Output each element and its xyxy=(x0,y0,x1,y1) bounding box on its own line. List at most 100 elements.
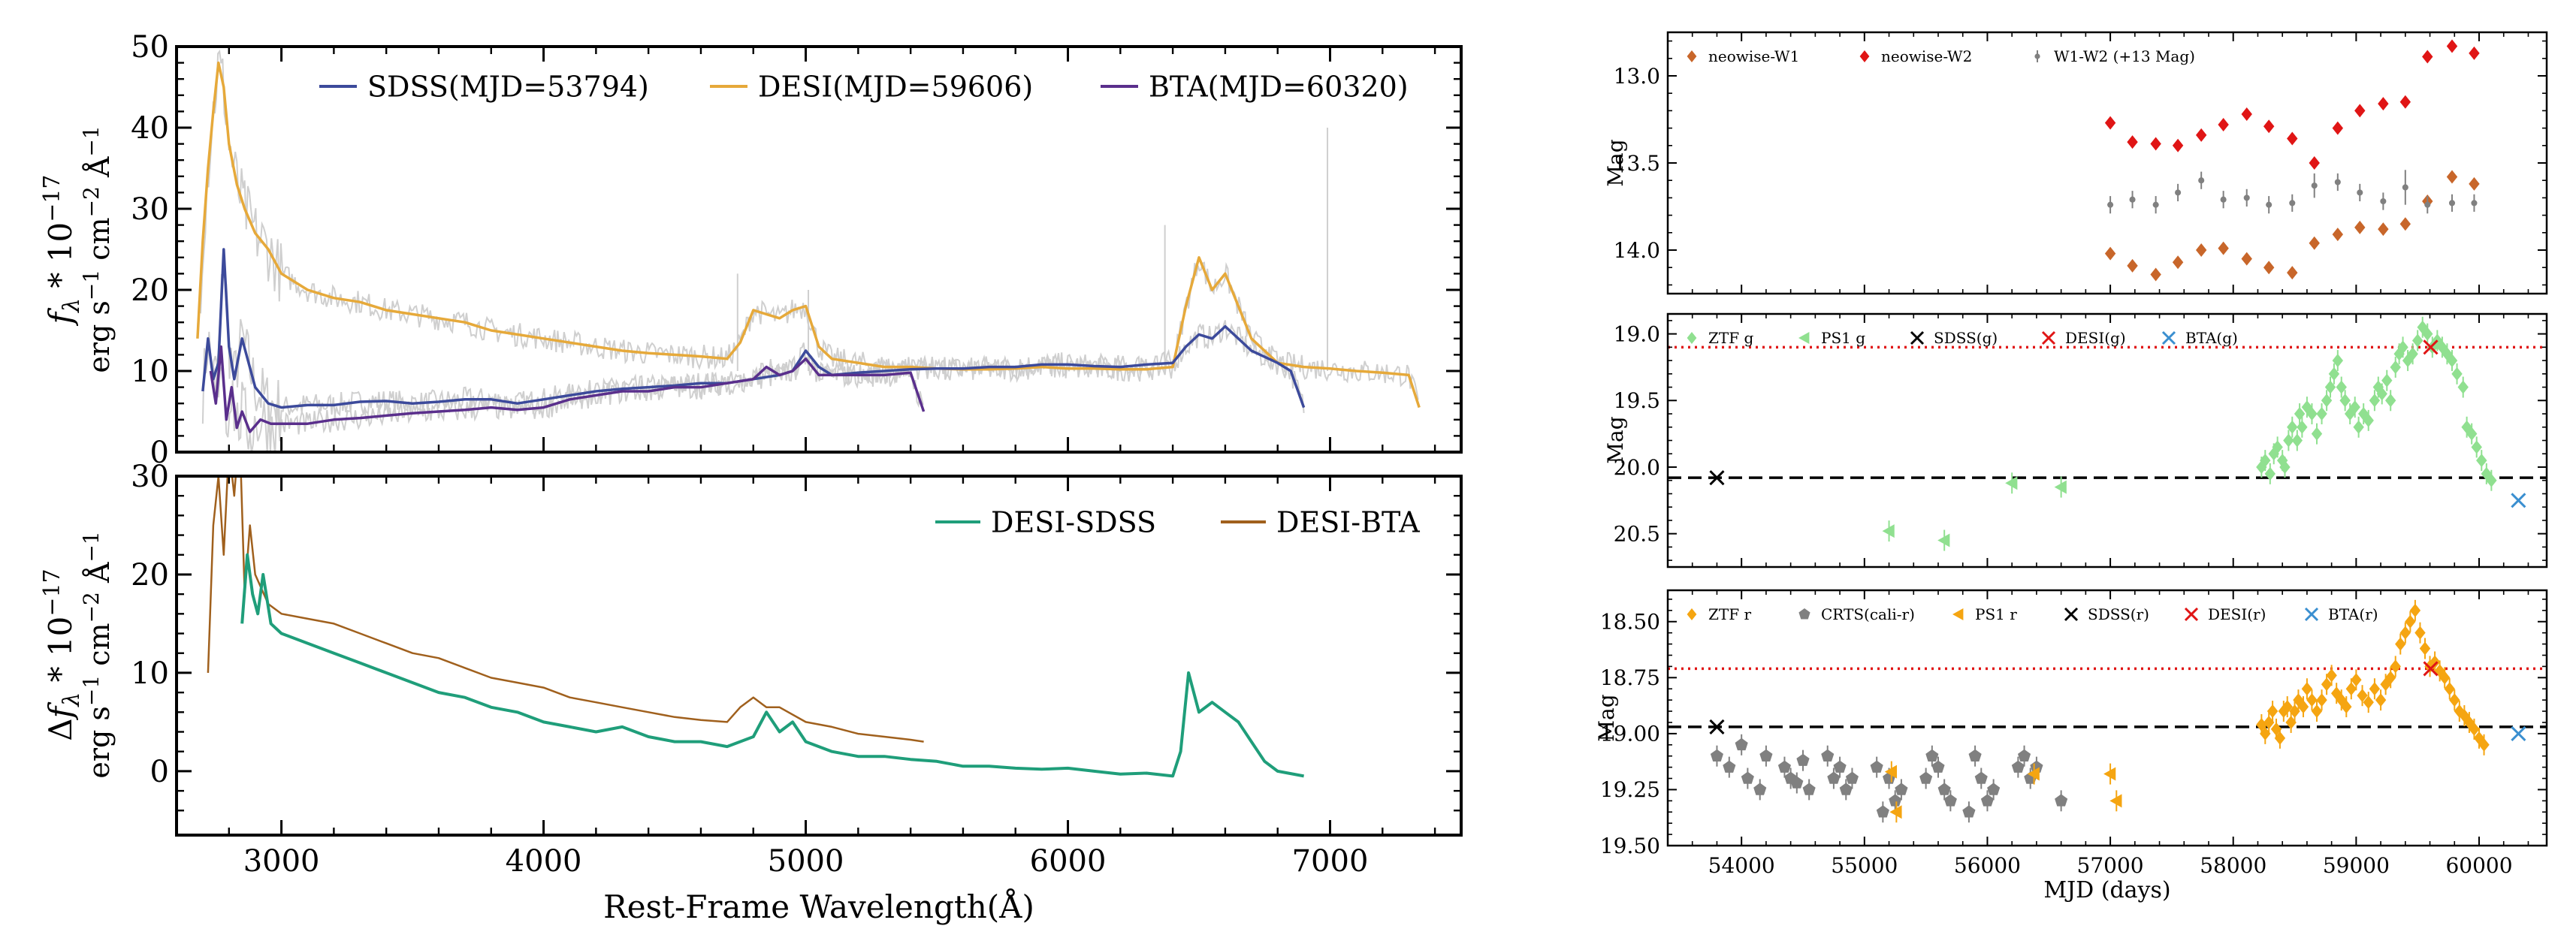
point-neowise-W2 xyxy=(2172,138,2184,152)
legend-label-0: neowise-W1 xyxy=(1708,47,1799,65)
x-tick-label: 58000 xyxy=(2200,853,2266,878)
point-neowise-W1 xyxy=(2150,267,2161,282)
point-W1-W2---13-Mag- xyxy=(2152,201,2159,208)
legend-desi-sdss-label: DESI-SDSS xyxy=(991,505,1156,538)
point-SDSS-r- xyxy=(1709,719,1725,734)
legend-marker-4 xyxy=(2184,607,2199,622)
point-neowise-W1 xyxy=(2287,266,2298,280)
point-ZTF-r xyxy=(2270,722,2282,736)
point-neowise-W2 xyxy=(2104,116,2116,130)
point-ZTF-g xyxy=(2349,400,2360,415)
g-band-legend: ZTF g PS1 g SDSS(g) DESI(g) BTA(g) xyxy=(1687,329,2238,347)
legend-label-1: PS1 g xyxy=(1821,329,1865,347)
point-ZTF-r xyxy=(2414,626,2426,640)
point-ZTF-g xyxy=(2316,407,2327,421)
point-PS1-g xyxy=(2005,476,2018,490)
point-CRTS-cali-r- xyxy=(1790,776,1804,789)
point-ZTF-r xyxy=(2289,704,2300,719)
difference-frame xyxy=(175,475,1463,837)
point-ZTF-g xyxy=(2291,433,2303,448)
spectra-ticks: 0 10 20 30 40 50 xyxy=(131,30,1461,470)
point-ZTF-g xyxy=(2321,394,2333,408)
point-ZTF-r xyxy=(2439,671,2451,685)
point-ZTF-r xyxy=(2285,715,2297,729)
spectra-plot-area xyxy=(196,49,1421,452)
point-ZTF-r xyxy=(2297,700,2309,714)
point-ZTF-g xyxy=(2411,333,2423,348)
point-W1-W2---13-Mag- xyxy=(2198,177,2205,184)
wise-ylabel: Mag xyxy=(1603,139,1628,186)
point-ZTF-r xyxy=(2395,637,2406,651)
point-CRTS-cali-r- xyxy=(1937,783,1951,795)
x-tick-label: 54000 xyxy=(1708,853,1775,878)
point-ZTF-g xyxy=(2306,407,2318,421)
point-CRTS-cali-r- xyxy=(1968,749,1982,762)
point-W1-W2---13-Mag- xyxy=(2129,196,2136,203)
point-neowise-W1 xyxy=(2195,243,2207,257)
r-band-ylabel: Mag xyxy=(1594,694,1619,741)
point-W1-W2---13-Mag- xyxy=(2471,200,2478,207)
point-neowise-W1 xyxy=(2104,246,2116,261)
point-neowise-W1 xyxy=(2469,176,2480,191)
point-ZTF-r xyxy=(2444,682,2455,696)
y-tick-label: 18.75 xyxy=(1600,665,1660,690)
legend-sdss-label: SDSS(MJD=53794) xyxy=(367,70,649,103)
legend-desi-label: DESI(MJD=59606) xyxy=(758,70,1033,103)
legend-label-3: DESI(g) xyxy=(2065,329,2126,347)
point-ZTF-r xyxy=(2266,704,2279,719)
point-neowise-W2 xyxy=(2263,119,2275,134)
point-CRTS-cali-r- xyxy=(1710,749,1723,762)
point-PS1-r xyxy=(2027,767,2040,781)
point-ZTF-r xyxy=(2306,693,2318,707)
point-ZTF-g xyxy=(2457,380,2469,394)
spectra-legend: SDSS(MJD=53794) DESI(MJD=59606) BTA(MJD=60… xyxy=(319,70,1409,103)
point-neowise-W1 xyxy=(2241,252,2252,266)
point-CRTS-cali-r- xyxy=(1827,771,1841,784)
y-tick-label: 13.5 xyxy=(1614,151,1660,176)
point-ZTF-r xyxy=(2478,737,2490,752)
y-tick-label: 14.0 xyxy=(1614,238,1660,263)
x-tick-label: 6000 xyxy=(1030,844,1107,879)
point-PS1-r xyxy=(1889,805,1902,819)
legend-label-4: DESI(r) xyxy=(2208,605,2266,623)
point-ZTF-g xyxy=(2336,380,2347,394)
y-tick-label: 40 xyxy=(131,111,169,146)
legend-label-2: SDSS(g) xyxy=(1934,329,1998,347)
point-ZTF-r xyxy=(2419,641,2431,656)
point-W1-W2---13-Mag- xyxy=(2289,200,2296,207)
point-ZTF-r xyxy=(2473,731,2485,745)
point-ZTF-r xyxy=(2390,659,2401,674)
point-neowise-W1 xyxy=(2446,170,2458,184)
point-ZTF-r xyxy=(2429,655,2441,669)
y-tick-label: 18.50 xyxy=(1600,610,1660,635)
r-band-plot-area xyxy=(1668,599,2547,823)
point-CRTS-cali-r- xyxy=(1839,783,1853,795)
point-ZTF-r xyxy=(2274,731,2286,745)
point-ZTF-g xyxy=(2328,366,2340,381)
point-ZTF-r xyxy=(2369,682,2381,696)
point-CRTS-cali-r- xyxy=(1821,749,1835,762)
point-CRTS-cali-r- xyxy=(1876,805,1889,818)
legend-desi-bta-label: DESI-BTA xyxy=(1276,505,1420,538)
point-ZTF-g xyxy=(2287,420,2298,434)
point-ZTF-g xyxy=(2311,427,2323,441)
legend-marker-0 xyxy=(1687,608,1697,620)
point-neowise-W2 xyxy=(2309,156,2320,170)
series-DESI(MJD=59606) xyxy=(196,61,1421,409)
legend-marker-2 xyxy=(1910,330,1925,345)
point-ZTF-g xyxy=(2476,454,2487,468)
point-ZTF-g xyxy=(2363,413,2374,427)
y-tick-label: 19.5 xyxy=(1614,388,1660,413)
legend-marker-1 xyxy=(1798,608,1810,620)
point-CRTS-cali-r- xyxy=(1974,771,1988,784)
point-W1-W2---13-Mag- xyxy=(2266,201,2272,208)
point-neowise-W2 xyxy=(2354,104,2366,118)
y-tick-label: 0 xyxy=(150,436,169,470)
point-ZTF-g xyxy=(2324,380,2336,394)
wise-panel: 13.0 13.5 14.0 neowise-W1 neowise-W2 W1-W2 (… xyxy=(1603,31,2548,295)
point-ZTF-r xyxy=(2357,689,2368,703)
point-ZTF-r xyxy=(2260,726,2271,740)
point-neowise-W2 xyxy=(2378,97,2389,111)
